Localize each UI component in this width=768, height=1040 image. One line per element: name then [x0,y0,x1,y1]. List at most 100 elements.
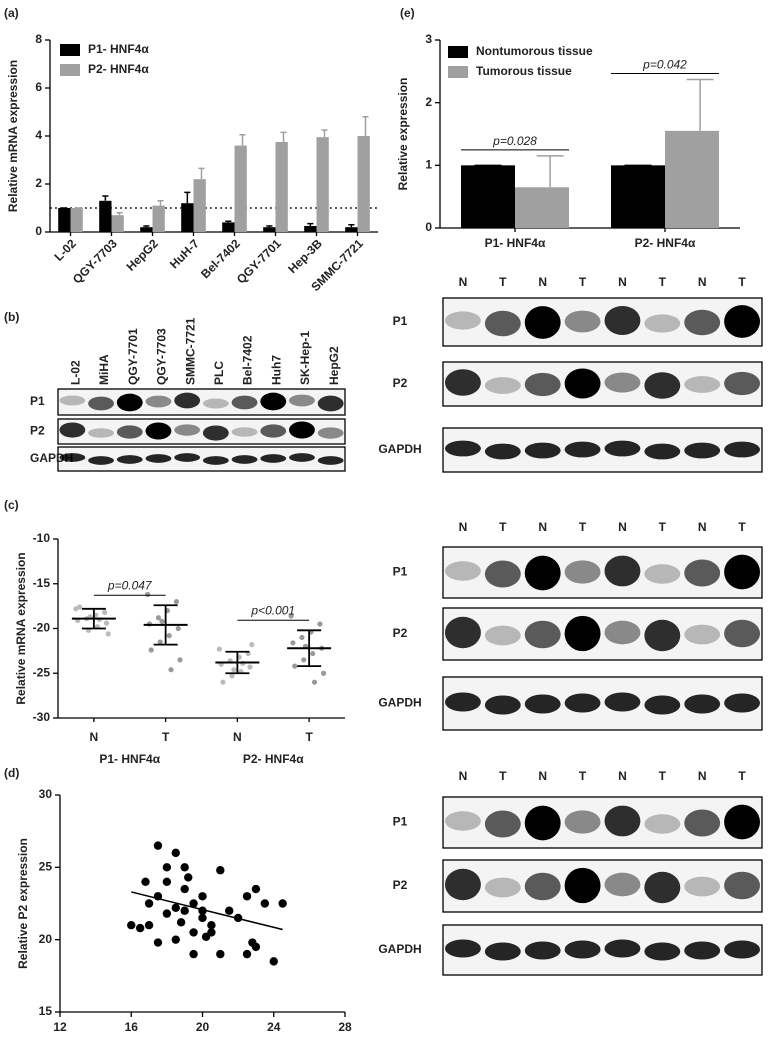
row-label: GAPDH [378,942,421,956]
error-bar [536,155,564,188]
data-point [216,866,225,875]
blot-band [644,443,681,460]
blot-band [604,440,641,457]
data-point [180,906,189,915]
bar [58,208,71,232]
blot-band [202,456,229,465]
data-point [311,679,318,685]
blot-band [724,305,761,338]
bar [140,227,153,232]
lane-label: T [579,769,587,783]
sd-bar [81,607,106,630]
x-tick-label: 28 [338,1020,352,1034]
row-label: GAPDH [30,451,73,465]
panel-label: (a) [4,6,19,20]
x-tick-label: HuH-7 [167,236,202,271]
blot-band [604,872,641,897]
blot-band [564,940,601,959]
blot-band [174,424,201,436]
lane-label: N [459,769,468,783]
data-point [157,639,163,645]
legend-label: P1- HNF4α [88,42,149,56]
x-tick-label: P1- HNF4α [485,236,546,250]
data-point [144,921,154,930]
data-point [310,650,316,657]
data-point [173,599,180,605]
x-tick-label: QGY-7701 [234,236,284,286]
blot-band [317,456,344,465]
y-tick-label: 15 [39,1004,53,1018]
lane-label: T [738,769,746,783]
blot-band [116,425,143,439]
data-point [278,899,287,908]
y-tick-label: -20 [33,621,51,635]
legend-swatch [60,44,80,56]
blot-frame [442,361,763,407]
p-value: p<0.001 [250,603,295,617]
blot-band [524,620,561,649]
error-bar [143,225,150,228]
lane-label: T [499,769,507,783]
bar [234,145,247,232]
lane-label: N [459,520,468,534]
x-tick-label: N [233,730,242,744]
blot-band [524,372,561,397]
data-point [171,848,180,858]
blot-band [604,620,641,645]
blot-band [59,422,86,438]
blot-band [444,616,481,649]
y-axis-label: Relative mRNA expression [14,552,28,704]
error-bar [225,220,232,223]
error-bar [280,131,287,142]
y-tick-label: 6 [35,80,42,94]
x-tick-label: 16 [125,1020,139,1034]
bar [316,137,329,232]
y-tick-label: 1 [425,158,432,172]
blot-band [317,427,344,439]
lane-label: N [618,769,627,783]
data-point [127,921,136,930]
blot-band [444,692,481,712]
data-point [229,673,235,679]
row-label: P2 [30,424,45,438]
row-label: P2 [393,878,408,892]
blot-band [59,453,86,462]
data-point [159,618,165,624]
lane-label: QGY-7703 [155,328,169,385]
p-value: p=0.028 [492,134,537,148]
blot-band [644,814,681,834]
panel-label: (c) [4,498,19,512]
legend-label: Tumorous tissue [476,64,572,78]
bar [357,136,370,232]
bar [152,205,165,232]
x-tick-label: 20 [196,1020,210,1034]
blot-band [684,694,721,714]
row-label: P1 [393,565,408,579]
lane-label: SK-Hep-1 [298,331,312,385]
data-point [176,918,186,927]
blot-band [724,804,761,840]
lane-label: SMMC-7721 [183,317,197,385]
blot-frame [442,607,763,661]
data-point [251,884,261,894]
lane-label: N [538,769,547,783]
bar [181,203,194,232]
blot-band [724,940,761,959]
lane-label: N [618,275,627,289]
data-point [141,877,150,886]
data-point [292,663,298,669]
blot-band [484,560,521,588]
x-tick-label: 24 [267,1020,281,1034]
data-point [216,646,222,652]
data-point [155,615,162,621]
group-label: P2- HNF4α [243,752,304,766]
blot-band [444,868,481,901]
blot-band [88,428,114,438]
y-tick-label: -15 [33,576,51,590]
data-point [135,923,145,933]
data-point [144,899,154,908]
row-label: P1 [393,314,408,328]
y-axis-label: Relative P2 expression [16,838,30,969]
blot-band [684,624,721,645]
blot-band [231,395,258,410]
